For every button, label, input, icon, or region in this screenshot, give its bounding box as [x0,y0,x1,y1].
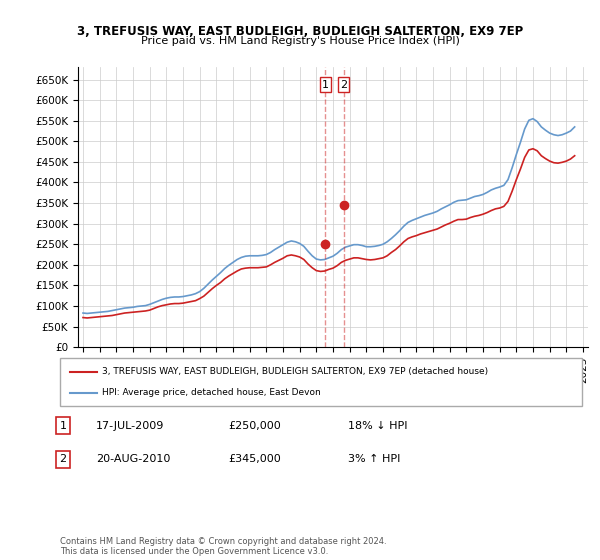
FancyBboxPatch shape [60,358,582,406]
Text: 3, TREFUSIS WAY, EAST BUDLEIGH, BUDLEIGH SALTERTON, EX9 7EP (detached house): 3, TREFUSIS WAY, EAST BUDLEIGH, BUDLEIGH… [102,367,488,376]
Text: £345,000: £345,000 [228,454,281,464]
Text: 18% ↓ HPI: 18% ↓ HPI [348,421,407,431]
Text: 1: 1 [59,421,67,431]
Text: £250,000: £250,000 [228,421,281,431]
Text: 2: 2 [340,80,347,90]
Text: 3% ↑ HPI: 3% ↑ HPI [348,454,400,464]
Text: 2: 2 [59,454,67,464]
Text: HPI: Average price, detached house, East Devon: HPI: Average price, detached house, East… [102,388,320,397]
Text: 1: 1 [322,80,329,90]
Text: 17-JUL-2009: 17-JUL-2009 [96,421,164,431]
Text: 20-AUG-2010: 20-AUG-2010 [96,454,170,464]
Text: 3, TREFUSIS WAY, EAST BUDLEIGH, BUDLEIGH SALTERTON, EX9 7EP: 3, TREFUSIS WAY, EAST BUDLEIGH, BUDLEIGH… [77,25,523,38]
Text: Contains HM Land Registry data © Crown copyright and database right 2024.: Contains HM Land Registry data © Crown c… [60,537,386,546]
Text: Price paid vs. HM Land Registry's House Price Index (HPI): Price paid vs. HM Land Registry's House … [140,36,460,46]
Text: This data is licensed under the Open Government Licence v3.0.: This data is licensed under the Open Gov… [60,547,328,556]
